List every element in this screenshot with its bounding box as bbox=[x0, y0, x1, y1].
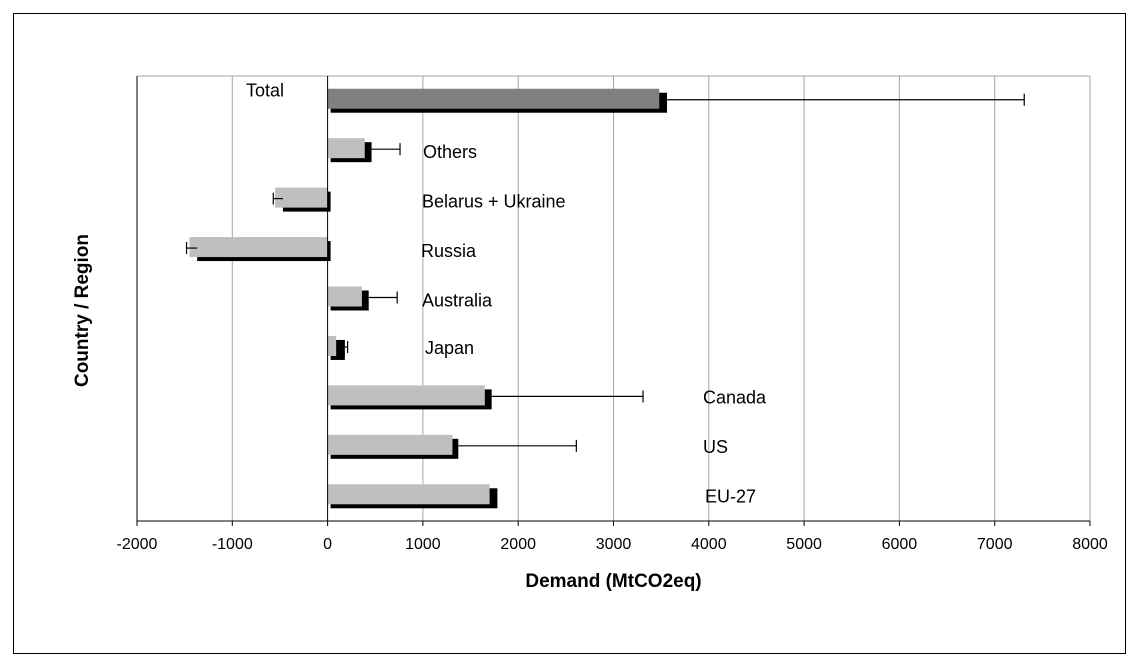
category-label: EU-27 bbox=[705, 486, 756, 506]
error-bars bbox=[185, 93, 1025, 452]
bar-series-1 bbox=[327, 434, 453, 455]
bar-series-1 bbox=[327, 138, 365, 159]
category-label: Total bbox=[246, 81, 284, 101]
category-label: Russia bbox=[421, 241, 477, 261]
category-labels: Total Others Belarus + Ukraine Russia Austra… bbox=[246, 81, 767, 507]
bars bbox=[189, 88, 668, 509]
category-label: Others bbox=[423, 142, 477, 162]
chart-frame: -2000 -1000 0 1000 2000 3000 4000 5000 6000 7000 8… bbox=[13, 13, 1126, 654]
x-tick-labels: -2000 -1000 0 1000 2000 3000 4000 5000 6000 7000 8… bbox=[117, 536, 1108, 553]
category-label: Belarus + Ukraine bbox=[422, 192, 566, 212]
bar-series-1 bbox=[189, 237, 328, 258]
x-tick-label: -1000 bbox=[212, 536, 253, 553]
y-axis-title: Country / Region bbox=[72, 234, 93, 387]
gridlines bbox=[137, 75, 1091, 521]
bar-series-1 bbox=[327, 88, 660, 109]
category-label: Canada bbox=[703, 387, 767, 407]
x-tick-label: 1000 bbox=[405, 536, 441, 553]
x-tick-label: 3000 bbox=[596, 536, 632, 553]
bar-series-1 bbox=[275, 187, 328, 208]
x-tick-label: 7000 bbox=[977, 536, 1013, 553]
bar-series-1 bbox=[327, 484, 490, 505]
x-tick-label: 8000 bbox=[1072, 536, 1108, 553]
bar-series-1 bbox=[327, 335, 337, 356]
x-tick-label: 5000 bbox=[786, 536, 822, 553]
x-axis-title: Demand (MtCO2eq) bbox=[525, 571, 701, 592]
bar-series-1 bbox=[327, 385, 485, 406]
category-label: Japan bbox=[425, 338, 474, 358]
bar-series-1 bbox=[327, 286, 362, 307]
bar-chart: -2000 -1000 0 1000 2000 3000 4000 5000 6000 7000 8… bbox=[72, 75, 1108, 592]
category-label: US bbox=[703, 437, 728, 457]
axes bbox=[136, 76, 1091, 526]
x-tick-label: 4000 bbox=[691, 536, 727, 553]
x-tick-label: 2000 bbox=[500, 536, 536, 553]
x-tick-label: 6000 bbox=[882, 536, 918, 553]
category-label: Australia bbox=[422, 291, 493, 311]
x-tick-label: -2000 bbox=[117, 536, 158, 553]
x-tick-label: 0 bbox=[323, 536, 332, 553]
